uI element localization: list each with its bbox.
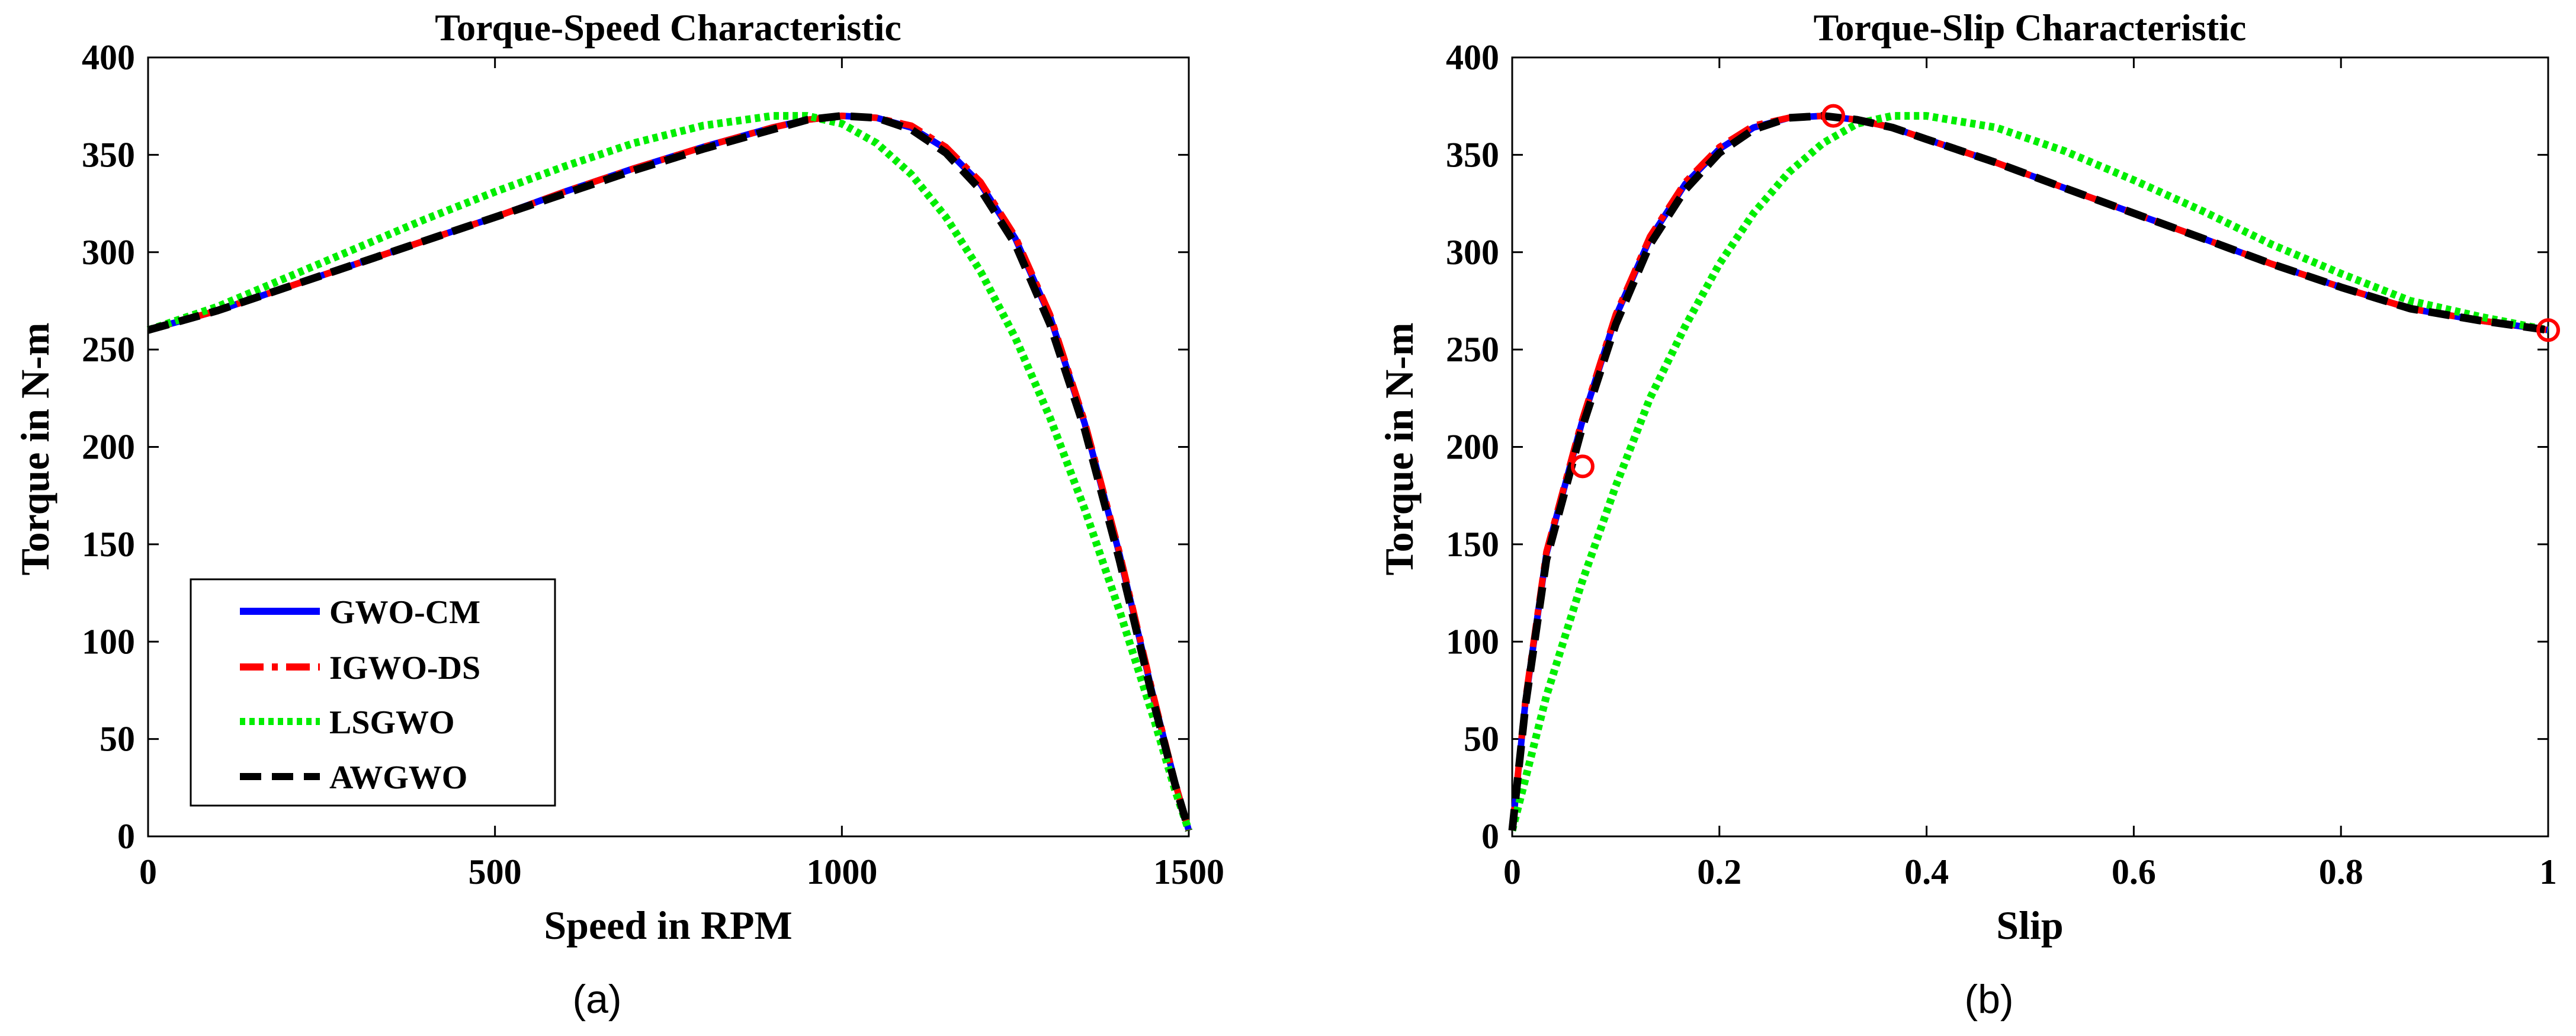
y-tick-label: 250: [82, 330, 135, 369]
y-tick-label: 300: [82, 233, 135, 272]
y-tick-label: 100: [82, 622, 135, 661]
x-axis-label: Speed in RPM: [544, 903, 792, 948]
y-axis-label: Torque in N-m: [1377, 323, 1422, 576]
x-tick-label: 0: [139, 852, 157, 891]
x-tick-label: 0.6: [2112, 852, 2156, 891]
y-axis-label: Torque in N-m: [12, 323, 57, 576]
x-tick-label: 1: [2539, 852, 2557, 891]
torque-speed-panel: Torque-Speed Characteristic Speed in RPM…: [12, 7, 1224, 1022]
y-tick-label: 350: [1446, 135, 1499, 174]
x-tick-label: 500: [469, 852, 522, 891]
legend-label-awgwo: AWGWO: [329, 759, 467, 796]
series-line-lsgwo: [1508, 112, 2549, 832]
chart-title: Torque-Slip Characteristic: [1814, 7, 2247, 49]
legend: GWO-CM IGWO-DS LSGWO AWGWO: [190, 578, 556, 807]
y-tick-label: 0: [117, 817, 135, 856]
y-tick-label: 150: [82, 525, 135, 564]
y-tick-label: 50: [100, 720, 135, 759]
x-tick-label: 1000: [806, 852, 877, 891]
y-tick-label: 200: [1446, 428, 1499, 467]
torque-slip-panel: Torque-Slip Characteristic Slip Torque i…: [1377, 7, 2560, 1022]
legend-label-lsgwo: LSGWO: [329, 704, 455, 741]
series-line-lsgwo: [146, 112, 1193, 832]
y-tick-label: 150: [1446, 525, 1499, 564]
y-tick-label: 400: [1446, 38, 1499, 77]
y-tick-label: 300: [1446, 233, 1499, 272]
panel-caption: (b): [1964, 977, 2013, 1022]
series-line-awgwo: [1508, 112, 2549, 831]
legend-box: [190, 578, 556, 807]
y-tick-label: 350: [82, 135, 135, 174]
marker-point: [1570, 454, 1595, 479]
x-axis-label: Slip: [1996, 903, 2063, 948]
chart-title: Torque-Speed Characteristic: [435, 7, 902, 49]
y-tick-label: 250: [1446, 330, 1499, 369]
x-tick-label: 1500: [1153, 852, 1224, 891]
y-tick-label: 200: [82, 428, 135, 467]
y-tick-label: 100: [1446, 622, 1499, 661]
series-line-awgwo: [147, 112, 1193, 832]
y-tick-label: 400: [82, 38, 135, 77]
panel-caption: (a): [572, 977, 621, 1022]
x-tick-label: 0.4: [1904, 852, 1949, 891]
x-tick-label: 0.2: [1697, 852, 1741, 891]
marker-point: [2536, 318, 2560, 342]
legend-label-gwo-cm: GWO-CM: [329, 594, 480, 631]
marker-point: [1821, 104, 1846, 128]
legend-label-igwo-ds: IGWO-DS: [329, 650, 480, 687]
y-tick-label: 0: [1481, 817, 1499, 856]
x-tick-label: 0: [1503, 852, 1521, 891]
x-tick-label: 0.8: [2319, 852, 2363, 891]
y-tick-label: 50: [1464, 720, 1499, 759]
